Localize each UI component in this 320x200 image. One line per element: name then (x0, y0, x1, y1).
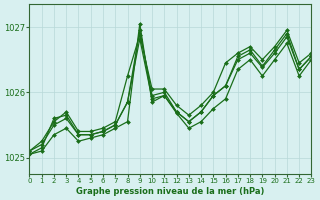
X-axis label: Graphe pression niveau de la mer (hPa): Graphe pression niveau de la mer (hPa) (76, 187, 265, 196)
